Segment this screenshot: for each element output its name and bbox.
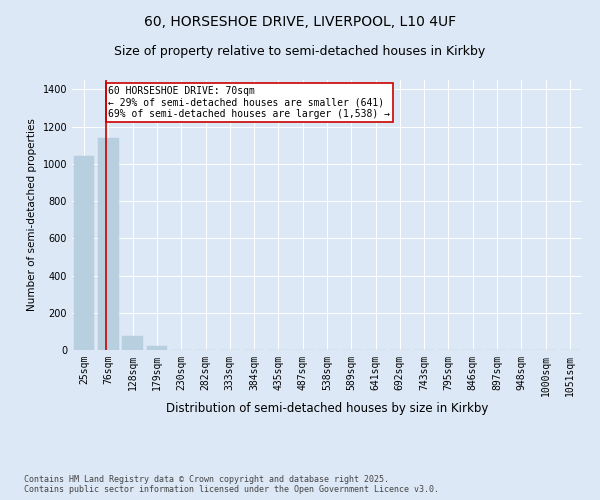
Bar [74,156,94,350]
Text: 60, HORSESHOE DRIVE, LIVERPOOL, L10 4UF: 60, HORSESHOE DRIVE, LIVERPOOL, L10 4UF [144,15,456,29]
Y-axis label: Number of semi-detached properties: Number of semi-detached properties [27,118,37,312]
Text: Size of property relative to semi-detached houses in Kirkby: Size of property relative to semi-detach… [115,45,485,58]
Text: 60 HORSESHOE DRIVE: 70sqm
← 29% of semi-detached houses are smaller (641)
69% of: 60 HORSESHOE DRIVE: 70sqm ← 29% of semi-… [109,86,391,119]
Bar [122,336,143,350]
X-axis label: Distribution of semi-detached houses by size in Kirkby: Distribution of semi-detached houses by … [166,402,488,414]
Text: Contains HM Land Registry data © Crown copyright and database right 2025.
Contai: Contains HM Land Registry data © Crown c… [24,475,439,494]
Bar [146,346,167,350]
Bar [98,138,119,350]
